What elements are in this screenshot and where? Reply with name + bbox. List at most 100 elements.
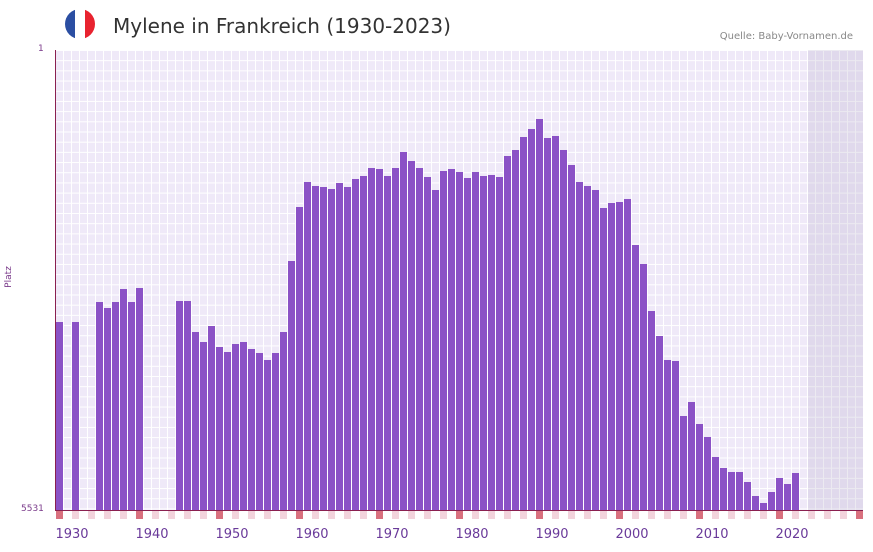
bar-2002[interactable] <box>648 311 655 510</box>
bar-1989[interactable] <box>544 138 551 510</box>
bar-1957[interactable] <box>288 261 295 510</box>
bar-1943[interactable] <box>176 301 183 510</box>
bar-2000[interactable] <box>632 245 639 510</box>
bar-2010[interactable] <box>712 457 719 510</box>
bar-2007[interactable] <box>688 402 695 510</box>
bar-1994[interactable] <box>584 186 591 510</box>
x-tick-marker <box>744 511 751 519</box>
bar-1990[interactable] <box>552 136 559 510</box>
bar-1937[interactable] <box>128 302 135 510</box>
bar-2012[interactable] <box>728 472 735 510</box>
x-tick-marker <box>824 511 831 519</box>
bar-1973[interactable] <box>416 168 423 510</box>
bar-1998[interactable] <box>616 202 623 510</box>
bar-1993[interactable] <box>576 182 583 510</box>
bar-1985[interactable] <box>512 150 519 510</box>
bar-1980[interactable] <box>472 172 479 510</box>
x-tick-label: 1950 <box>215 527 249 542</box>
bar-1945[interactable] <box>192 332 199 510</box>
x-tick-marker <box>296 511 303 519</box>
bar-1962[interactable] <box>328 189 335 510</box>
bar-1946[interactable] <box>200 342 207 510</box>
bar-1960[interactable] <box>312 186 319 510</box>
bar-1936[interactable] <box>120 289 127 510</box>
x-tick-marker <box>248 511 255 519</box>
bar-2018[interactable] <box>776 478 783 510</box>
bar-2003[interactable] <box>656 336 663 510</box>
bar-1984[interactable] <box>504 156 511 510</box>
bar-1953[interactable] <box>256 353 263 510</box>
bar-2017[interactable] <box>768 492 775 510</box>
bar-1987[interactable] <box>528 129 535 510</box>
bar-1935[interactable] <box>112 302 119 510</box>
bar-1996[interactable] <box>600 208 607 510</box>
bar-1999[interactable] <box>624 199 631 510</box>
bar-1928[interactable] <box>56 322 63 510</box>
bar-1952[interactable] <box>248 349 255 510</box>
bar-1966[interactable] <box>360 176 367 510</box>
bar-1976[interactable] <box>440 171 447 510</box>
bar-1983[interactable] <box>496 177 503 510</box>
bar-2006[interactable] <box>680 416 687 510</box>
bar-1975[interactable] <box>432 190 439 510</box>
bar-2005[interactable] <box>672 361 679 510</box>
bar-1969[interactable] <box>384 176 391 510</box>
bar-1978[interactable] <box>456 172 463 510</box>
bar-1933[interactable] <box>96 302 103 510</box>
bar-1950[interactable] <box>232 344 239 510</box>
bar-1979[interactable] <box>464 178 471 510</box>
bar-1964[interactable] <box>344 187 351 510</box>
x-tick-label: 1960 <box>295 527 329 542</box>
bar-2013[interactable] <box>736 472 743 510</box>
y-tick-top: 1 <box>38 44 44 54</box>
bar-2014[interactable] <box>744 482 751 510</box>
bar-1944[interactable] <box>184 301 191 510</box>
x-tick-marker <box>280 511 287 519</box>
x-tick-marker <box>232 511 239 519</box>
bar-1992[interactable] <box>568 165 575 510</box>
bar-1958[interactable] <box>296 207 303 510</box>
bar-1949[interactable] <box>224 352 231 510</box>
bar-1972[interactable] <box>408 161 415 510</box>
x-tick-marker <box>152 511 159 519</box>
bar-1991[interactable] <box>560 150 567 510</box>
bar-1954[interactable] <box>264 360 271 510</box>
bar-1951[interactable] <box>240 342 247 510</box>
bar-1965[interactable] <box>352 179 359 510</box>
bar-1934[interactable] <box>104 308 111 510</box>
bar-2020[interactable] <box>792 473 799 510</box>
bar-1970[interactable] <box>392 168 399 510</box>
bar-1961[interactable] <box>320 187 327 510</box>
bar-2008[interactable] <box>696 424 703 510</box>
bar-1988[interactable] <box>536 119 543 510</box>
bar-1977[interactable] <box>448 169 455 510</box>
bar-2009[interactable] <box>704 437 711 510</box>
bar-1997[interactable] <box>608 203 615 510</box>
bar-1974[interactable] <box>424 177 431 510</box>
bar-1963[interactable] <box>336 183 343 510</box>
bar-1947[interactable] <box>208 326 215 510</box>
bar-1968[interactable] <box>376 169 383 510</box>
future-shaded-region <box>808 50 863 510</box>
bar-2016[interactable] <box>760 503 767 510</box>
bar-2011[interactable] <box>720 468 727 510</box>
bar-2015[interactable] <box>752 496 759 510</box>
bar-1959[interactable] <box>304 182 311 510</box>
bar-1982[interactable] <box>488 175 495 510</box>
bar-1981[interactable] <box>480 176 487 510</box>
bar-2001[interactable] <box>640 264 647 510</box>
bar-1955[interactable] <box>272 353 279 510</box>
bar-1995[interactable] <box>592 190 599 510</box>
bar-1948[interactable] <box>216 347 223 510</box>
x-tick-label: 1940 <box>135 527 169 542</box>
x-tick-marker <box>808 511 815 519</box>
bar-2004[interactable] <box>664 360 671 510</box>
bar-1956[interactable] <box>280 332 287 510</box>
bar-2019[interactable] <box>784 484 791 510</box>
bar-1967[interactable] <box>368 168 375 510</box>
source-label: Quelle: Baby-Vornamen.de <box>719 31 853 42</box>
bar-1986[interactable] <box>520 137 527 510</box>
bar-1971[interactable] <box>400 152 407 510</box>
bar-1930[interactable] <box>72 322 79 510</box>
bar-1938[interactable] <box>136 288 143 510</box>
